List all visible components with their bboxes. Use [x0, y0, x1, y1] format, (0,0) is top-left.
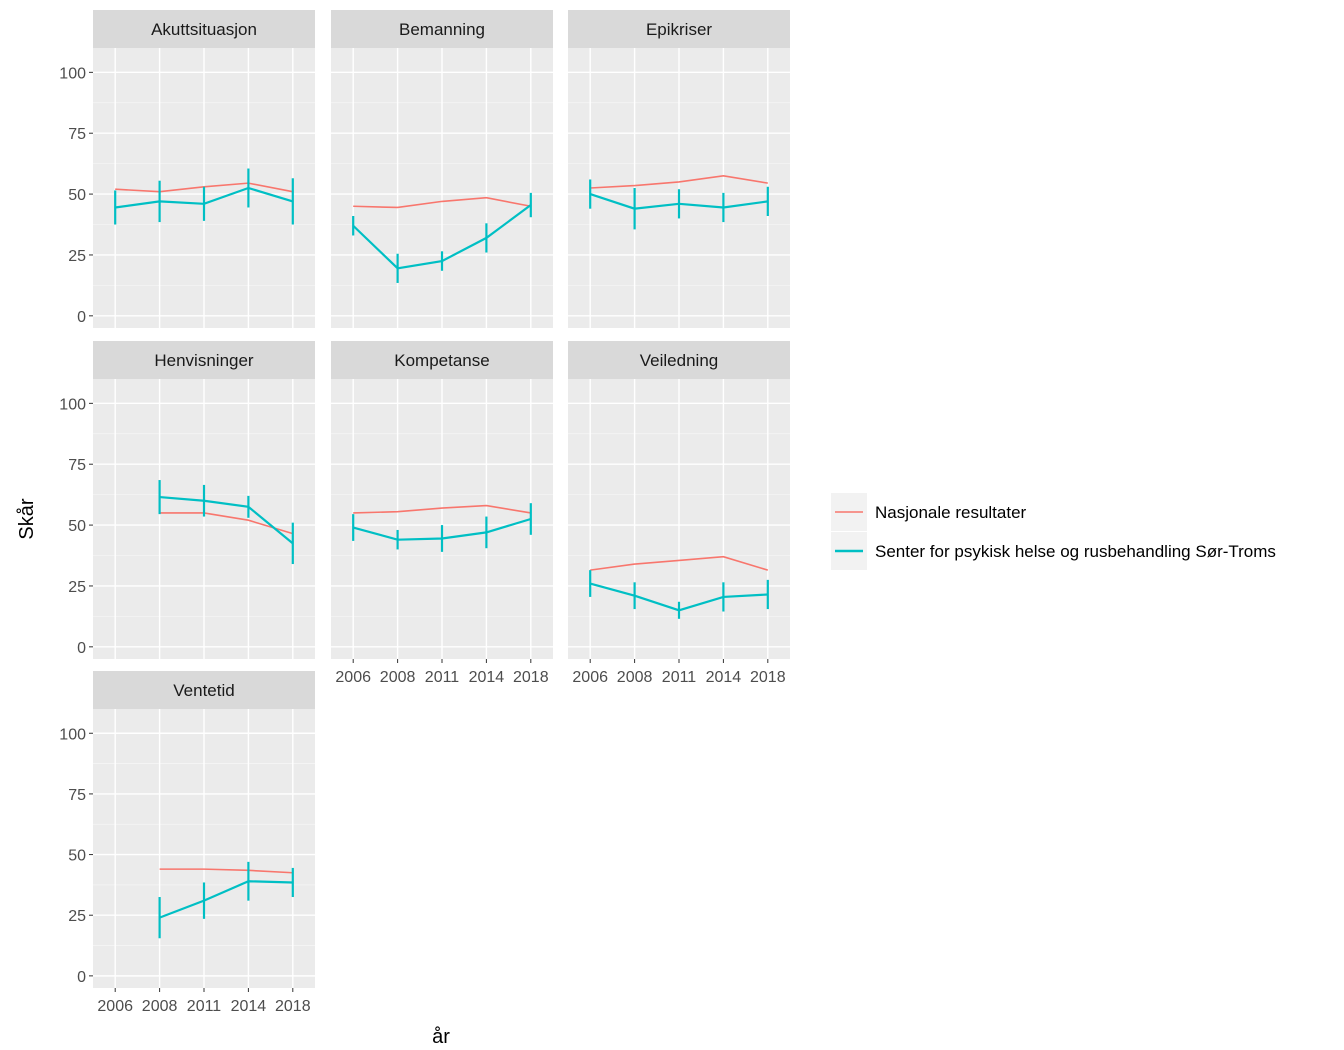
x-axis-title: år: [432, 1026, 450, 1048]
x-tick-label: 2018: [275, 998, 311, 1015]
series-line-nasjonale: [590, 175, 768, 189]
x-tick-label: 2006: [572, 669, 608, 686]
facet-title: Kompetanse: [394, 351, 489, 370]
facet-title: Epikriser: [646, 20, 712, 39]
legend-label: Senter for psykisk helse og rusbehandlin…: [875, 542, 1276, 561]
x-tick-label: 2006: [335, 669, 371, 686]
y-tick-label: 0: [77, 309, 86, 326]
y-tick-label: 100: [59, 726, 86, 743]
x-tick-label: 2011: [187, 998, 222, 1015]
series-line-nasjonale: [353, 504, 531, 514]
series-line-senter: [159, 880, 293, 919]
facet-strip: [93, 341, 315, 379]
facet-strip: [93, 10, 315, 48]
y-tick-label: 50: [68, 848, 86, 865]
facet-title: Akuttsituasjon: [151, 20, 257, 39]
x-tick-label: 2018: [513, 669, 549, 686]
facet-strip: [93, 671, 315, 709]
series-line-senter: [352, 517, 532, 541]
y-tick-label: 50: [68, 518, 86, 535]
legend-label: Nasjonale resultater: [875, 503, 1027, 522]
panels-layer: Akuttsituasjon 0 25 50 75 100 Bemanning Epikris…: [59, 10, 790, 1015]
series-line-nasjonale: [590, 555, 769, 571]
facet-panel: Kompetanse 2006 2008 2011 2014 2018: [331, 341, 553, 686]
x-tick-label: 2006: [97, 998, 133, 1015]
y-tick-label: 25: [68, 248, 86, 265]
series-line-senter: [352, 204, 532, 270]
series-line-senter: [115, 186, 294, 209]
y-axis-title: Skår: [16, 498, 38, 539]
facet-strip: [568, 341, 790, 379]
x-tick-label: 2011: [425, 669, 460, 686]
x-tick-label: 2014: [231, 998, 267, 1015]
x-tick-label: 2008: [142, 998, 178, 1015]
facet-panel: Akuttsituasjon 0 25 50 75 100: [59, 10, 315, 328]
series-line-nasjonale: [353, 196, 531, 209]
y-tick-label: 0: [77, 640, 86, 657]
facet-strip: [568, 10, 790, 48]
facet-panel: Epikriser: [568, 10, 790, 328]
y-tick-label: 25: [68, 579, 86, 596]
series-line-nasjonale: [159, 512, 294, 535]
facet-panel: Bemanning: [331, 10, 553, 328]
facet-title: Ventetid: [173, 681, 234, 700]
y-tick-label: 50: [68, 187, 86, 204]
series-line-senter: [589, 582, 768, 612]
facet-title: Veiledning: [640, 351, 718, 370]
x-tick-label: 2014: [469, 669, 505, 686]
facet-strip: [331, 10, 553, 48]
series-line-nasjonale: [159, 868, 293, 874]
y-tick-label: 0: [77, 969, 86, 986]
y-tick-label: 75: [68, 126, 86, 143]
facet-panel: Henvisninger 0 25 50 75 100: [59, 341, 315, 659]
x-tick-label: 2014: [706, 669, 742, 686]
x-tick-label: 2011: [662, 669, 697, 686]
facet-panel: Veiledning 2006 2008 2011 2014 2018: [568, 341, 790, 686]
y-tick-label: 100: [59, 396, 86, 413]
series-line-senter: [589, 193, 768, 210]
x-tick-label: 2008: [380, 669, 416, 686]
facet-title: Bemanning: [399, 20, 485, 39]
facet-title: Henvisninger: [154, 351, 254, 370]
facet-strip: [331, 341, 553, 379]
x-tick-label: 2018: [750, 669, 786, 686]
y-tick-label: 25: [68, 908, 86, 925]
x-tick-label: 2008: [617, 669, 653, 686]
y-tick-label: 75: [68, 457, 86, 474]
series-line-senter: [159, 495, 294, 545]
y-tick-label: 100: [59, 65, 86, 82]
y-tick-label: 75: [68, 787, 86, 804]
facet-panel: Ventetid 0 25 50 75 100 2006 2008 2011 2014 2018: [59, 671, 315, 1015]
legend: Nasjonale resultater Senter for psykisk h…: [831, 493, 1276, 570]
